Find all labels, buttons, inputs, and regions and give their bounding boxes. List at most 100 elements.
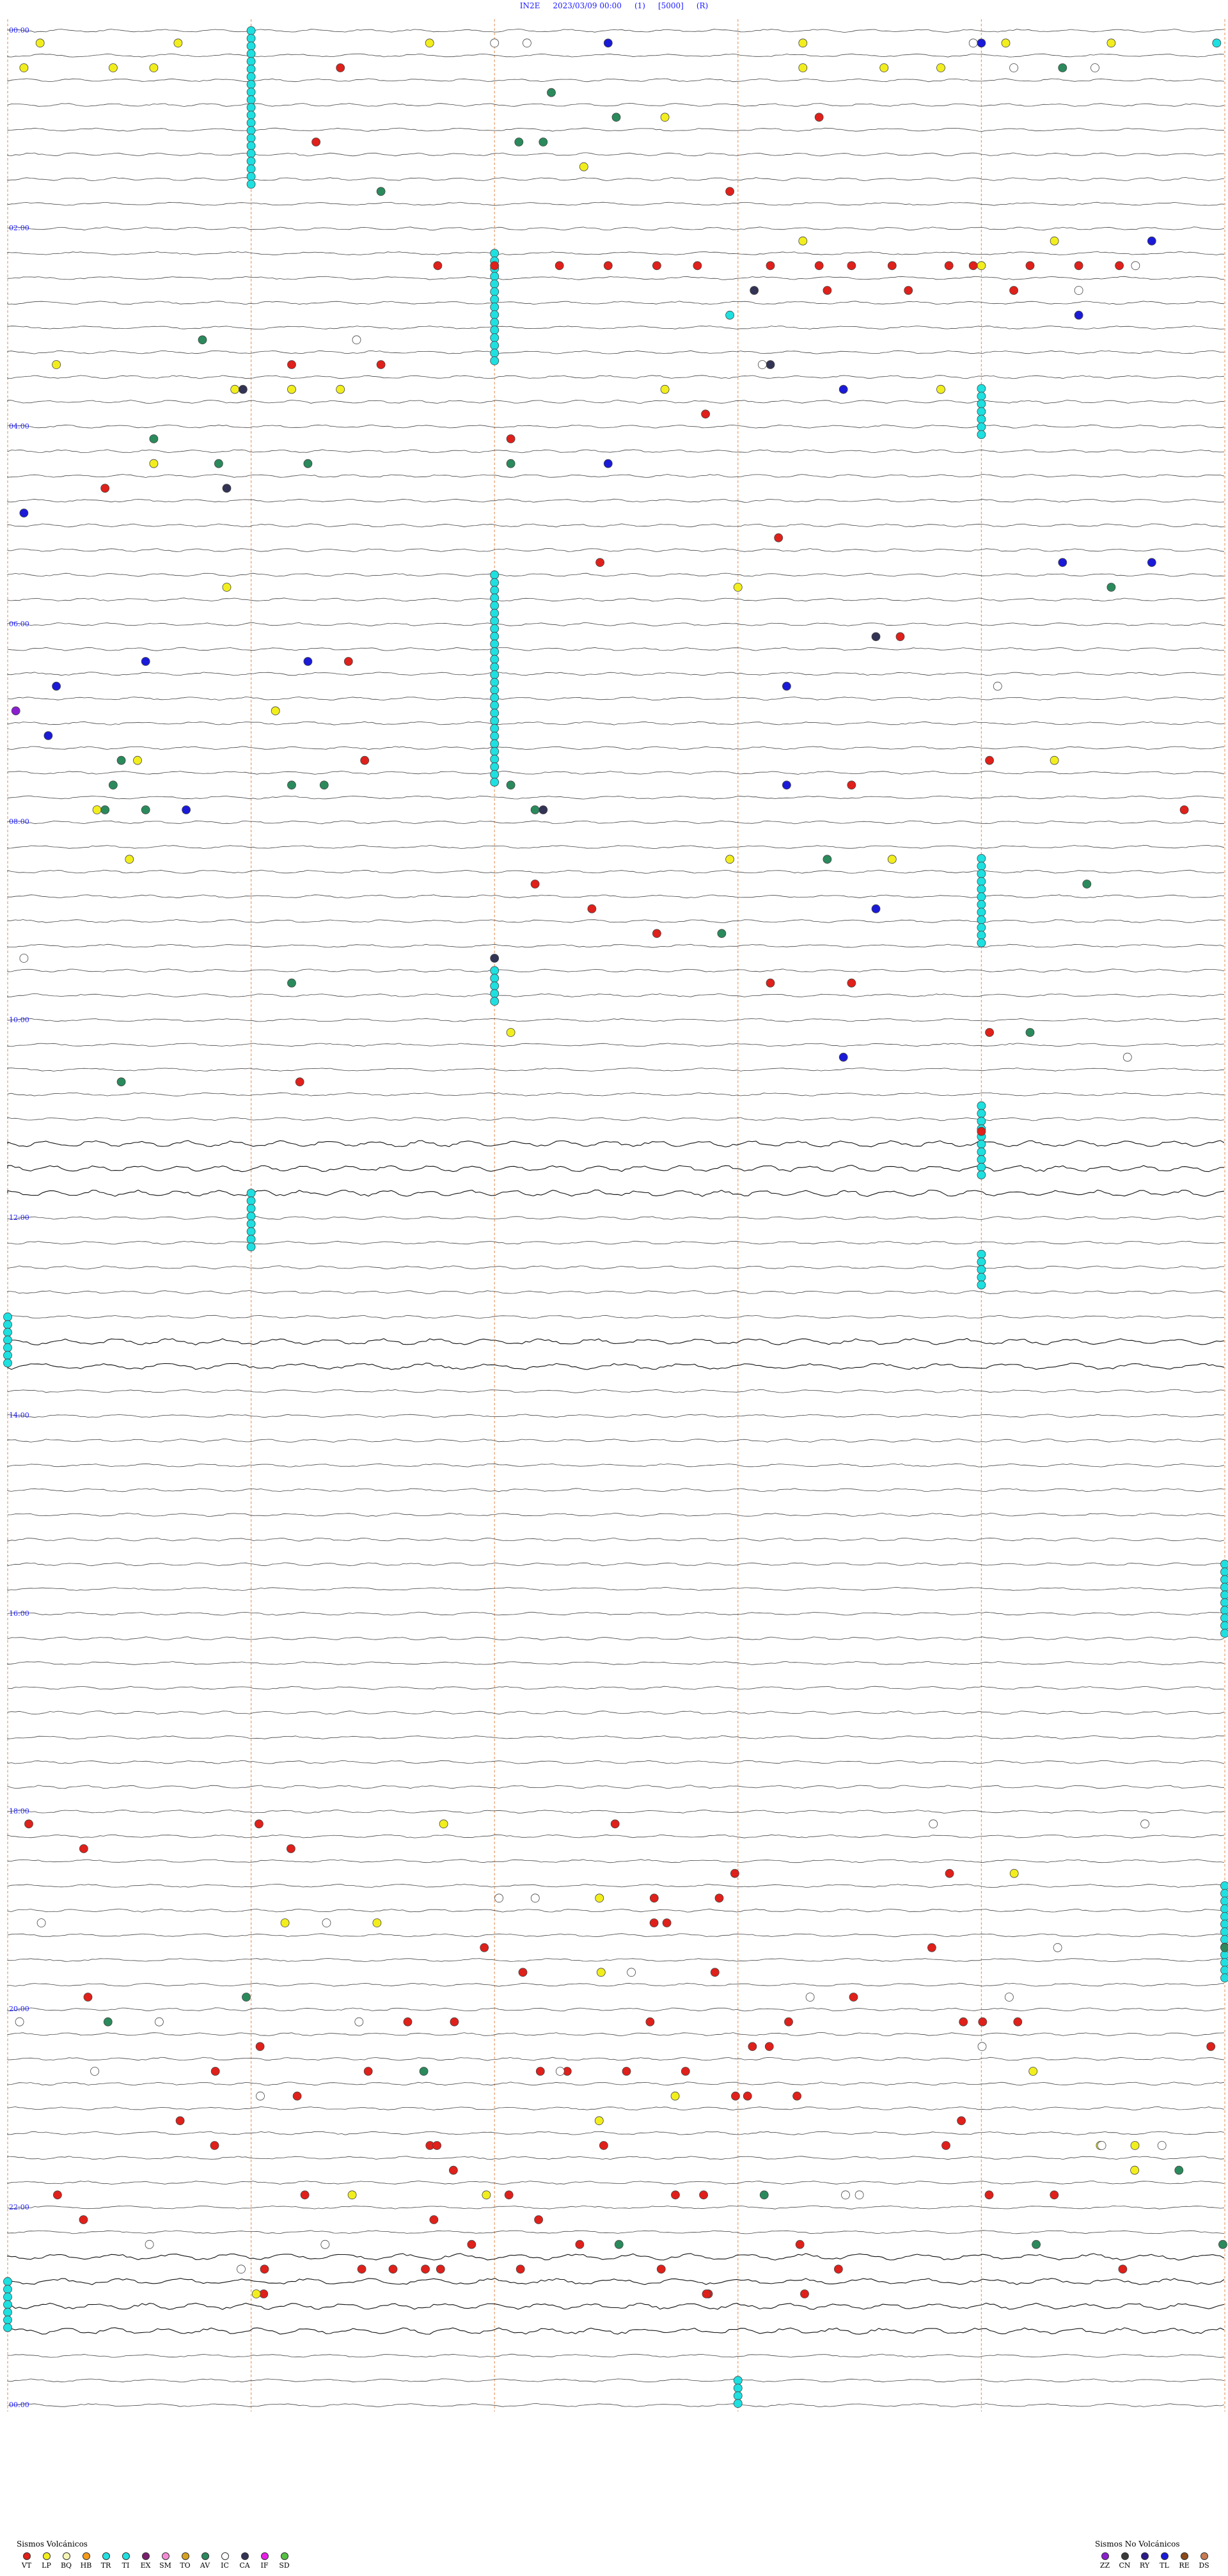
tremor-marker xyxy=(490,578,500,587)
time-label: 10:00 xyxy=(9,1015,29,1024)
event-marker-lp xyxy=(1106,38,1116,48)
legend-non-volcanic: Sismos No Volcánicos ZZ CN RY TL RE DS xyxy=(1095,2540,1214,2570)
tremor-marker xyxy=(977,1116,986,1126)
tremor-marker xyxy=(490,708,500,718)
trace-line xyxy=(7,1908,1225,1913)
event-marker-vt xyxy=(603,261,613,271)
event-marker-vt xyxy=(985,755,994,765)
trace-line xyxy=(7,474,1225,478)
event-marker-vt xyxy=(730,1869,739,1878)
legend-code: RY xyxy=(1139,2561,1150,2570)
tremor-marker xyxy=(3,1312,12,1322)
trace-line xyxy=(7,1562,1225,1567)
station-name: IN2E xyxy=(519,1,540,10)
event-marker-ic xyxy=(1053,1943,1062,1952)
event-marker-vt xyxy=(649,1893,659,1903)
legend-item-ca: CA xyxy=(235,2552,255,2570)
legend-non-volcanic-title: Sismos No Volcánicos xyxy=(1095,2540,1180,2548)
event-marker-vt xyxy=(1009,286,1018,295)
tremor-marker xyxy=(1220,1935,1228,1944)
legend-code: HB xyxy=(80,2561,92,2570)
event-marker-lp xyxy=(660,384,670,394)
event-marker-vt xyxy=(516,2264,525,2274)
tremor-marker xyxy=(977,854,986,863)
event-marker-ic xyxy=(555,2067,565,2076)
event-marker-ic xyxy=(320,2240,330,2249)
event-marker-ic xyxy=(36,1918,46,1927)
event-marker-av xyxy=(539,138,548,146)
event-marker-lp xyxy=(347,2190,357,2200)
tremor-marker xyxy=(733,2383,743,2393)
tremor-marker xyxy=(490,677,500,687)
event-marker-ca xyxy=(766,360,775,369)
tremor-marker xyxy=(490,777,500,787)
legend-swatch xyxy=(62,2552,70,2560)
event-marker-ic xyxy=(841,2190,850,2200)
tremor-marker xyxy=(246,42,256,51)
event-marker-vt xyxy=(210,2141,219,2150)
tremor-marker xyxy=(490,287,500,296)
header-datetime: 2023/03/09 00:00 xyxy=(553,1,622,10)
event-marker-vt xyxy=(944,261,954,271)
event-marker-lp xyxy=(594,2116,604,2126)
trace-line xyxy=(7,622,1225,626)
event-marker-tl xyxy=(1147,558,1156,567)
event-marker-lp xyxy=(1050,755,1059,765)
event-marker-ic xyxy=(1157,2141,1167,2150)
tremor-marker xyxy=(246,134,256,143)
event-marker-ca xyxy=(222,484,232,493)
tremor-marker xyxy=(490,723,500,733)
time-label: 08:00 xyxy=(9,818,29,826)
event-marker-ic xyxy=(1009,63,1018,72)
event-marker-av xyxy=(514,138,524,146)
event-marker-ic xyxy=(758,360,767,369)
legend-item-sd: SD xyxy=(274,2552,294,2570)
tremor-marker xyxy=(490,249,500,258)
event-marker-ic xyxy=(1005,1993,1014,2002)
legend-code: DS xyxy=(1199,2561,1209,2570)
event-marker-tl xyxy=(1058,558,1067,567)
legend-item-bq: BQ xyxy=(56,2552,76,2570)
event-marker-lp xyxy=(1050,236,1059,246)
tremor-marker xyxy=(977,422,986,432)
event-marker-vt xyxy=(100,484,110,493)
event-marker-vt xyxy=(968,261,978,271)
legend-swatch xyxy=(240,2552,249,2560)
tremor-marker xyxy=(490,654,500,664)
event-marker-tl xyxy=(1147,236,1156,246)
event-marker-tl xyxy=(782,780,791,790)
tremor-marker xyxy=(3,2323,12,2332)
tremor-marker xyxy=(977,384,986,393)
event-marker-av xyxy=(547,88,556,97)
tremor-marker xyxy=(977,1101,986,1110)
tremor-marker xyxy=(1220,1621,1228,1631)
tremor-marker xyxy=(3,1327,12,1337)
tremor-marker xyxy=(246,1189,256,1198)
event-marker-vt xyxy=(823,286,832,295)
tremor-marker xyxy=(490,341,500,350)
trace-line xyxy=(7,2327,1225,2335)
trace-line xyxy=(7,795,1225,800)
event-marker-vt xyxy=(555,261,564,271)
event-marker-tl xyxy=(871,904,881,913)
trace-line xyxy=(7,2106,1225,2111)
trace-line xyxy=(7,1711,1225,1715)
event-marker-lp xyxy=(336,384,345,394)
event-marker-vt xyxy=(978,2017,988,2027)
event-marker-av xyxy=(376,187,386,196)
tremor-marker xyxy=(246,26,256,35)
event-marker-av xyxy=(100,805,110,814)
event-marker-vt xyxy=(1013,2017,1023,2027)
event-marker-av xyxy=(1032,2240,1041,2249)
event-marker-ic xyxy=(929,1819,938,1829)
legend-code: BQ xyxy=(60,2561,72,2570)
tremor-marker xyxy=(1220,1613,1228,1623)
tremor-marker xyxy=(490,762,500,771)
trace-line xyxy=(7,424,1225,429)
event-marker-vt xyxy=(595,558,604,567)
event-marker-ca xyxy=(871,632,881,642)
tremor-marker xyxy=(3,2292,12,2302)
tremor-marker xyxy=(490,295,500,304)
event-marker-vt xyxy=(175,2116,185,2126)
event-marker-lp xyxy=(287,384,296,394)
